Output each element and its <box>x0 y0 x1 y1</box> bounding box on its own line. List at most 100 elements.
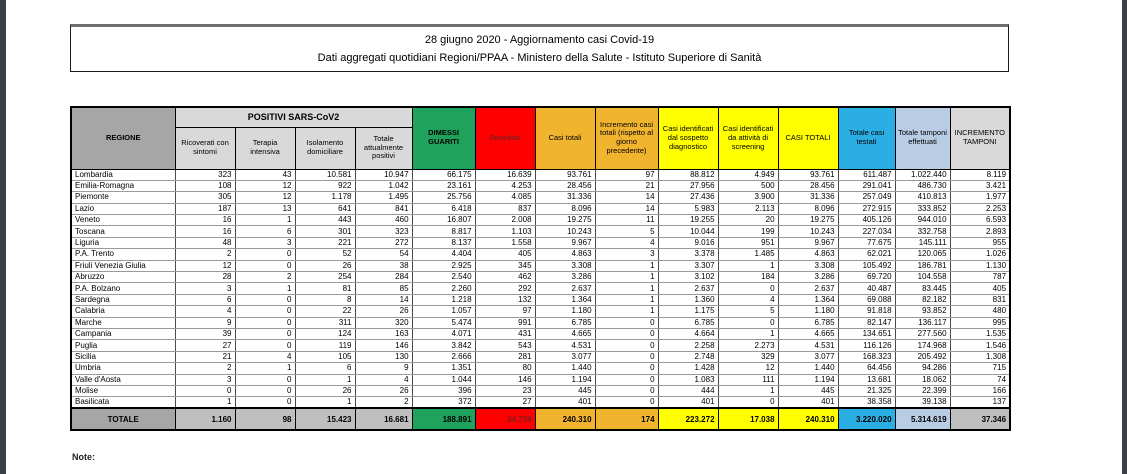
value-cell: 4.085 <box>474 191 536 204</box>
value-cell: 3.286 <box>777 271 839 284</box>
total-value-cell: 16.681 <box>354 407 413 431</box>
value-cell: 134.651 <box>837 328 896 341</box>
value-cell: 5.983 <box>657 203 719 216</box>
value-cell: 23.161 <box>411 180 476 193</box>
value-cell: 4 <box>594 237 659 250</box>
value-cell: 146 <box>474 374 536 386</box>
value-cell: 1.308 <box>949 351 1011 364</box>
value-cell: 9.967 <box>777 237 839 250</box>
value-cell: 3.308 <box>534 260 596 273</box>
region-name-cell: Lazio <box>70 203 176 216</box>
region-name-cell: Marche <box>70 317 176 329</box>
value-cell: 3.077 <box>534 351 596 364</box>
value-cell: 2.113 <box>717 203 779 216</box>
region-name-cell: Emilia-Romagna <box>70 180 176 193</box>
table-row: Sicilia 21 4 105 130 2.666 281 3.077 0 2.748 329 3.… <box>70 351 1011 364</box>
value-cell: 9.967 <box>534 237 596 250</box>
value-cell: 396 <box>411 385 476 398</box>
value-cell: 3.421 <box>949 180 1011 193</box>
value-cell: 1.022.440 <box>894 169 951 181</box>
value-cell: 787 <box>949 271 1011 284</box>
report-subtitle: Dati aggregati quotidiani Regioni/PPAA -… <box>317 52 762 65</box>
value-cell: 163 <box>354 328 413 341</box>
value-cell: 6.418 <box>411 203 476 216</box>
total-label-cell: TOTALE <box>70 407 176 431</box>
value-cell: 4.531 <box>777 339 839 352</box>
value-cell: 124 <box>294 328 356 341</box>
value-cell: 62.021 <box>837 248 896 261</box>
value-cell: 119 <box>294 339 356 352</box>
value-cell: 3.077 <box>777 351 839 364</box>
value-cell: 10.581 <box>294 169 356 181</box>
value-cell: 4.863 <box>534 248 596 261</box>
value-cell: 1.057 <box>411 305 476 318</box>
value-cell: 951 <box>717 237 779 250</box>
column-header-sospetto-diagnostico: Casi identificati dal sospetto diagnosti… <box>657 106 719 170</box>
value-cell: 31.336 <box>534 191 596 204</box>
value-cell: 0 <box>594 396 659 409</box>
table-row: Lombardia 323 43 10.581 10.947 66.175 16.639 93… <box>70 169 1011 181</box>
value-cell: 1.178 <box>294 191 356 204</box>
value-cell: 4 <box>234 351 296 364</box>
value-cell: 16.807 <box>411 214 476 227</box>
value-cell: 443 <box>294 214 356 227</box>
value-cell: 372 <box>411 396 476 409</box>
value-cell: 1 <box>294 374 356 386</box>
value-cell: 922 <box>294 180 356 193</box>
value-cell: 3.900 <box>717 191 779 204</box>
value-cell: 48 <box>174 237 236 250</box>
value-cell: 137 <box>949 396 1011 409</box>
value-cell: 2.637 <box>657 282 719 295</box>
value-cell: 6.785 <box>534 317 596 329</box>
value-cell: 22.399 <box>894 385 951 398</box>
value-cell: 1.495 <box>354 191 413 204</box>
value-cell: 944.010 <box>894 214 951 227</box>
column-header-casi-totali: Casi totali <box>534 106 596 170</box>
value-cell: 26 <box>294 260 356 273</box>
value-cell: 410.813 <box>894 191 951 204</box>
table-row: Emilia-Romagna 108 12 922 1.042 23.161 4.253 28… <box>70 180 1011 193</box>
column-header-tamponi-effettuati: Totale tamponi effettuati <box>894 106 951 170</box>
table-row: Piemonte 305 12 1.178 1.495 25.756 4.085 31.336… <box>70 191 1011 204</box>
value-cell: 10.044 <box>657 225 719 238</box>
value-cell: 4.863 <box>777 248 839 261</box>
value-cell: 3.286 <box>534 271 596 284</box>
value-cell: 1.364 <box>777 294 839 307</box>
value-cell: 444 <box>657 385 719 398</box>
value-cell: 21.325 <box>837 385 896 398</box>
value-cell: 0 <box>234 339 296 352</box>
value-cell: 116.126 <box>837 339 896 352</box>
value-cell: 2.260 <box>411 282 476 295</box>
value-cell: 146 <box>354 339 413 352</box>
table-row: P.A. Trento 2 0 52 54 4.404 405 4.863 3 3.378 1.48… <box>70 248 1011 261</box>
value-cell: 0 <box>717 317 779 329</box>
value-cell: 5.474 <box>411 317 476 329</box>
column-header-terapia-intensiva: Terapia intensiva <box>234 126 296 170</box>
total-value-cell: 1.160 <box>174 407 236 431</box>
value-cell: 1 <box>717 385 779 398</box>
value-cell: 3 <box>174 374 236 386</box>
value-cell: 4 <box>354 374 413 386</box>
table-row: Basilicata 1 0 1 2 372 27 401 0 401 0 401 38.358 39.1… <box>70 396 1011 409</box>
table-body: Lombardia 323 43 10.581 10.947 66.175 16.639 93… <box>70 169 1011 409</box>
column-header-incremento-tamponi: INCREMENTO TAMPONI <box>949 106 1011 170</box>
value-cell: 27.956 <box>657 180 719 193</box>
value-cell: 995 <box>949 317 1011 329</box>
value-cell: 2 <box>174 362 236 375</box>
value-cell: 333.852 <box>894 203 951 216</box>
value-cell: 405.126 <box>837 214 896 227</box>
value-cell: 8 <box>294 294 356 307</box>
value-cell: 0 <box>594 374 659 386</box>
value-cell: 955 <box>949 237 1011 250</box>
value-cell: 82.182 <box>894 294 951 307</box>
region-name-cell: Molise <box>70 385 176 398</box>
value-cell: 841 <box>354 203 413 216</box>
total-value-cell: 34.738 <box>474 407 536 431</box>
table-row: Lazio 187 13 641 841 6.418 837 8.096 14 5.983 2.11… <box>70 203 1011 216</box>
value-cell: 1 <box>594 271 659 284</box>
region-name-cell: Campania <box>70 328 176 341</box>
value-cell: 9.016 <box>657 237 719 250</box>
value-cell: 6 <box>234 225 296 238</box>
table-row: Friuli Venezia Giulia 12 0 26 38 2.925 345 3.30… <box>70 260 1011 273</box>
value-cell: 104.558 <box>894 271 951 284</box>
